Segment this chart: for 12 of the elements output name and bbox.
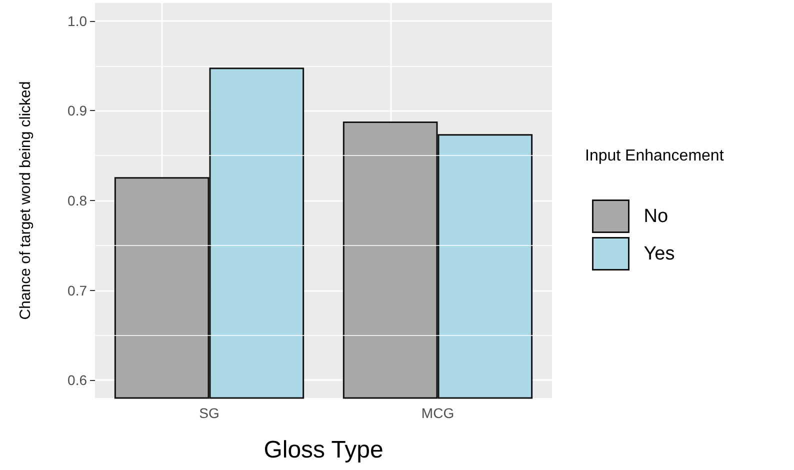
y-tick-label: 0.6 [68, 372, 88, 388]
legend-title: Input Enhancement [585, 148, 724, 164]
y-tick-label: 0.7 [68, 282, 88, 298]
y-tick-label: 0.8 [68, 192, 88, 208]
legend-label: Yes [644, 243, 675, 264]
y-tick-label: 0.9 [68, 102, 88, 119]
y-axis-title: Chance of target word being clicked [17, 81, 34, 320]
legend-label: No [644, 206, 668, 227]
y-tick-label: 1.0 [68, 12, 88, 29]
x-tick-label: MCG [421, 405, 454, 421]
x-axis-title: Gloss Type [264, 436, 384, 464]
x-tick-label: SG [199, 405, 220, 421]
